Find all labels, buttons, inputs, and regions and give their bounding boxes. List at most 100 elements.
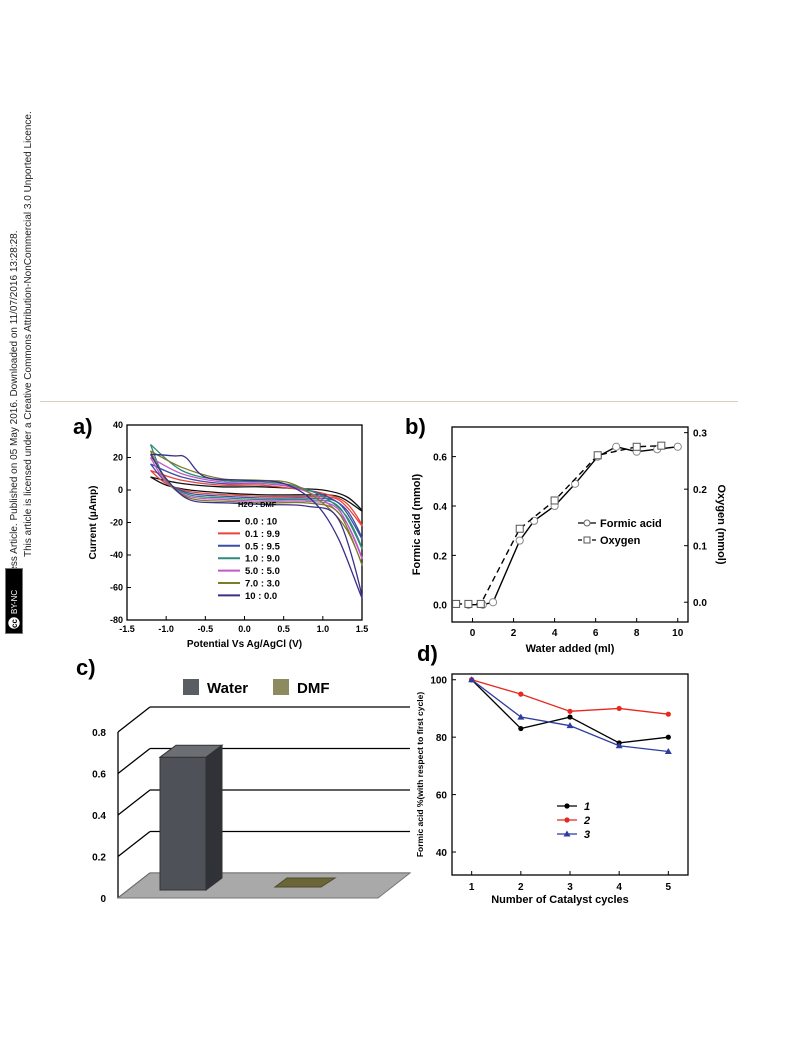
data-point (468, 676, 476, 683)
license-line-1: Open Access Article. Published on 05 May… (9, 230, 20, 615)
legend-label: 0.5 : 9.5 (245, 541, 281, 552)
legend-label: 1.0 : 9.0 (245, 554, 280, 565)
legend-marker (564, 803, 570, 809)
cv-curve (150, 469, 363, 527)
wall-gridline (117, 830, 151, 858)
formic-acid-point (488, 598, 498, 607)
y-tick-label: 20 (113, 453, 123, 463)
data-point (517, 713, 525, 720)
bar-flat (273, 877, 337, 888)
legend-marker (583, 519, 591, 527)
plot-frame (451, 673, 689, 876)
panel-label-c: c) (76, 655, 96, 680)
y-tick-label: 100 (430, 676, 447, 687)
data-point (518, 725, 524, 732)
y-tick-label: 0.6 (433, 453, 447, 464)
oxygen-point (593, 451, 602, 460)
panel-label-a: a) (73, 414, 93, 439)
cc-badge[interactable]: cc BY-NC (5, 568, 23, 634)
legend-label: Formic acid (600, 518, 662, 530)
y-tick-label: 0.2 (433, 551, 447, 562)
y-tick-label: 0.4 (92, 811, 106, 822)
y-tick-label: 0.4 (433, 502, 447, 513)
x-axis-label: Number of Catalyst cycles (491, 894, 629, 906)
y-tick-label: 0 (100, 894, 106, 905)
formic-acid-point (612, 442, 621, 451)
wall-gridline (117, 747, 151, 775)
cv-curve (149, 443, 363, 550)
legend-label: 7.0 : 3.0 (245, 579, 280, 590)
y-tick-label: 0.8 (92, 728, 106, 739)
y2-tick-label: 0.2 (693, 485, 707, 496)
oxygen-point (452, 599, 461, 608)
y2-tick-label: 0.0 (693, 598, 707, 609)
x-axis-label: Water added (ml) (526, 643, 615, 655)
y-axis-label: Formic acid (mmol) (411, 473, 423, 575)
y-tick-label: -20 (110, 518, 123, 528)
formic-acid-point (515, 536, 524, 545)
x-tick-label: 6 (593, 628, 599, 639)
panel-label-d: d) (417, 641, 438, 666)
x-tick-label: 1.0 (317, 624, 330, 634)
x-tick-label: 0.5 (277, 624, 290, 634)
oxygen-point (550, 496, 559, 505)
legend-title: H2O : DMF (238, 500, 277, 509)
y2-tick-label: 0.3 (693, 429, 707, 440)
cv-curve (149, 456, 363, 559)
x-tick-label: 0 (470, 628, 476, 639)
legend-label: DMF (297, 680, 330, 697)
oxygen-point (476, 599, 485, 608)
section-divider (40, 401, 738, 402)
bar-front (159, 756, 207, 891)
cv-curve (150, 463, 363, 540)
oxygen-point (657, 441, 666, 450)
legend-label: 3 (584, 829, 590, 841)
data-point (567, 714, 573, 720)
data-point (615, 742, 623, 749)
license-sidebar: Open Access Article. Published on 05 May… (0, 0, 40, 640)
license-text-svg: Open Access Article. Published on 05 May… (9, 111, 34, 615)
legend-label: 1 (584, 801, 590, 813)
y-tick-label: 0 (118, 485, 123, 495)
oxygen-point (515, 524, 524, 533)
legend-label: 5.0 : 5.0 (245, 566, 280, 577)
legend-label: 2 (583, 815, 590, 827)
y-tick-label: 80 (436, 733, 448, 744)
x-tick-label: 4 (552, 628, 558, 639)
legend-marker (583, 536, 591, 544)
x-tick-label: 2 (518, 882, 524, 893)
y-tick-label: 0.2 (92, 853, 106, 864)
y-tick-label: 0.6 (92, 770, 106, 781)
x-tick-label: 3 (567, 882, 573, 893)
formic-acid-point (673, 442, 682, 451)
formic-acid-point (571, 479, 580, 488)
x-tick-label: 8 (634, 628, 640, 639)
y-tick-label: 0.0 (433, 601, 447, 612)
legend-label: 0.1 : 9.9 (245, 529, 280, 540)
x-tick-label: -1.5 (119, 624, 135, 634)
y-tick-label: 60 (436, 791, 448, 802)
y2-tick-label: 0.1 (693, 542, 707, 553)
y-tick-label: 40 (436, 848, 448, 859)
legend-marker (563, 830, 571, 837)
oxygen-point (464, 599, 473, 608)
data-point (566, 722, 574, 729)
y-axis-label: Formic acid %(with respect to first cycl… (415, 692, 425, 857)
cv-curve (150, 476, 363, 512)
x-tick-label: -1.0 (158, 624, 174, 634)
y-tick-label: -80 (110, 615, 123, 625)
y2-axis-label: Oxygen (mmol) (715, 484, 727, 564)
y-tick-label: -40 (110, 550, 123, 560)
data-point (616, 705, 622, 712)
wall-gridline (117, 706, 151, 733)
legend-label: 0.0 : 10 (245, 517, 277, 528)
x-tick-label: 4 (616, 882, 622, 893)
data-point (664, 748, 672, 755)
x-tick-label: 1.5 (356, 624, 369, 634)
bar-top (158, 744, 224, 758)
x-tick-label: -0.5 (198, 624, 214, 634)
